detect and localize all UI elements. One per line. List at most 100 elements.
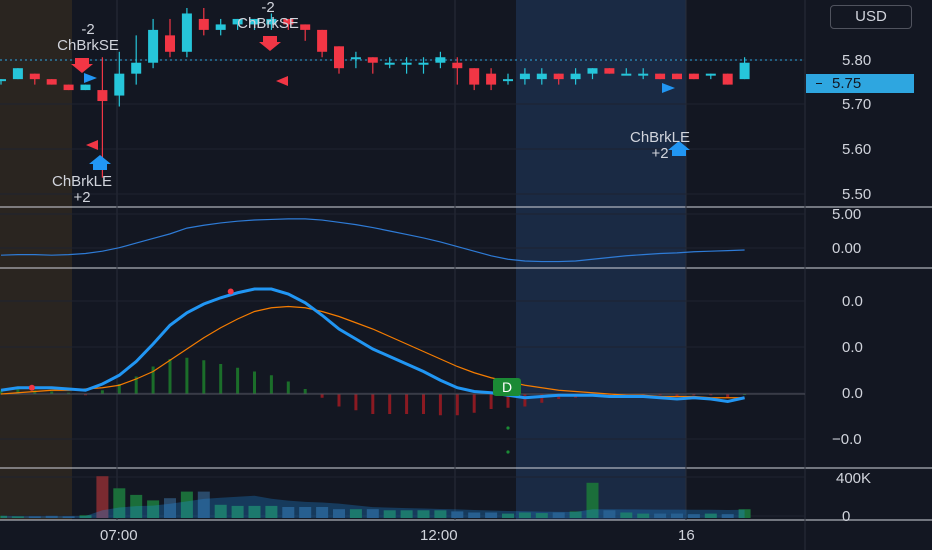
volume-bar <box>316 507 329 518</box>
volume-bar <box>721 514 734 518</box>
entry-flag-icon <box>84 73 97 83</box>
divergence-dot <box>506 426 510 430</box>
volume-bar <box>502 513 514 518</box>
short-arrow-icon <box>71 58 93 73</box>
candle-body <box>672 73 682 80</box>
macd-histogram-bar <box>422 394 425 414</box>
macd-histogram-bar <box>371 394 375 414</box>
short-arrow-icon <box>259 36 281 51</box>
candle-body <box>604 68 615 74</box>
volume-bar <box>434 510 447 518</box>
candles <box>0 8 750 178</box>
volume-bar <box>113 488 126 518</box>
signal-name: ChBrkLE <box>629 129 691 146</box>
volume-bar <box>417 510 430 518</box>
volume-bar <box>518 512 531 518</box>
volume-bar <box>0 515 7 518</box>
macd-line <box>0 287 745 404</box>
osc1-line <box>0 218 745 263</box>
volume-bar <box>299 507 312 518</box>
macd-histogram-bar <box>33 390 37 394</box>
currency-button[interactable]: USD <box>830 5 912 29</box>
macd-histogram-bar <box>489 394 493 409</box>
candle-body <box>29 73 40 80</box>
candle-body <box>181 13 192 52</box>
macd-cross-dot <box>28 384 35 391</box>
signal-qty: +2 <box>73 189 91 206</box>
macd-histogram-bar <box>692 394 696 396</box>
signal-name: ChBrkSE <box>57 37 119 54</box>
price-tick: 5.50 <box>842 186 872 203</box>
candle-body <box>519 73 530 80</box>
volume-bar <box>704 513 717 518</box>
candle-body <box>165 35 175 52</box>
volume-bar <box>485 512 498 518</box>
volume-bar <box>383 510 396 518</box>
volume-bar <box>282 507 295 518</box>
candle-body <box>266 18 277 25</box>
signal-name: ChBrkSE <box>237 15 299 32</box>
candle-body <box>739 62 750 80</box>
exit-flag-icon <box>86 140 98 150</box>
candle-body <box>232 18 243 25</box>
price-tick: 5.60 <box>842 141 872 158</box>
candle-body <box>63 84 74 91</box>
macd-histogram-bar <box>202 360 206 394</box>
long-arrow-icon <box>89 155 111 170</box>
candle-body <box>705 73 716 76</box>
macd-histogram-bar <box>624 394 628 396</box>
candle-body <box>367 57 378 63</box>
macd-histogram-bar <box>303 389 307 394</box>
candle-body <box>553 73 564 80</box>
macd-pane <box>0 287 805 454</box>
volume-bar <box>197 491 210 518</box>
osc1-tick: 0.00 <box>832 240 862 257</box>
volume-bar <box>231 505 244 518</box>
macd-histogram-bar <box>84 394 87 396</box>
macd-tick: 0.0 <box>842 385 863 402</box>
candle-body <box>418 62 429 65</box>
volume-pane <box>0 476 751 518</box>
signal-long-1: ChBrkLE +2 <box>42 174 122 206</box>
volume-bar <box>654 513 667 518</box>
macd-histogram-bar <box>337 394 341 407</box>
candle-body <box>452 62 463 69</box>
signal-long-2: ChBrkLE +2 <box>620 130 700 162</box>
current-price-tag: 5.75 <box>806 74 914 93</box>
signal-short-2: -2 ChBrkSE <box>228 0 308 32</box>
volume-bar <box>620 512 633 518</box>
volume-bar <box>349 509 362 518</box>
macd-histogram-bar <box>709 394 713 396</box>
candle-body <box>638 73 649 76</box>
candle-body <box>148 29 159 63</box>
chart-background <box>0 0 686 520</box>
signal-qty: +2 <box>651 145 669 162</box>
candle-body <box>283 18 294 25</box>
volume-bar <box>552 512 565 518</box>
macd-histogram-bar <box>354 394 358 411</box>
candle-body <box>131 62 142 74</box>
oscillator-pane <box>0 218 745 263</box>
macd-histogram-bar <box>388 394 392 414</box>
volume-bar <box>603 510 616 518</box>
divergence-badge: D <box>493 378 521 396</box>
candle-body <box>97 90 108 102</box>
macd-cross-dot <box>227 288 234 295</box>
macd-tick: 0.0 <box>842 293 863 310</box>
macd-histogram-bar <box>320 394 324 398</box>
price-tick: 5.70 <box>842 96 872 113</box>
volume-bar <box>11 516 24 518</box>
macd-histogram-bar <box>540 394 544 403</box>
macd-histogram-bar <box>405 394 409 414</box>
macd-tick: −0.0 <box>832 431 862 448</box>
candle-body <box>114 73 125 96</box>
macd-histogram-bar <box>168 359 172 394</box>
candle-body <box>334 46 344 69</box>
volume-bar <box>45 515 58 518</box>
candle-body <box>722 73 733 85</box>
volume-bar <box>147 500 160 518</box>
volume-bar <box>28 516 41 518</box>
macd-histogram-bar <box>219 364 223 394</box>
volume-bar <box>96 476 109 518</box>
